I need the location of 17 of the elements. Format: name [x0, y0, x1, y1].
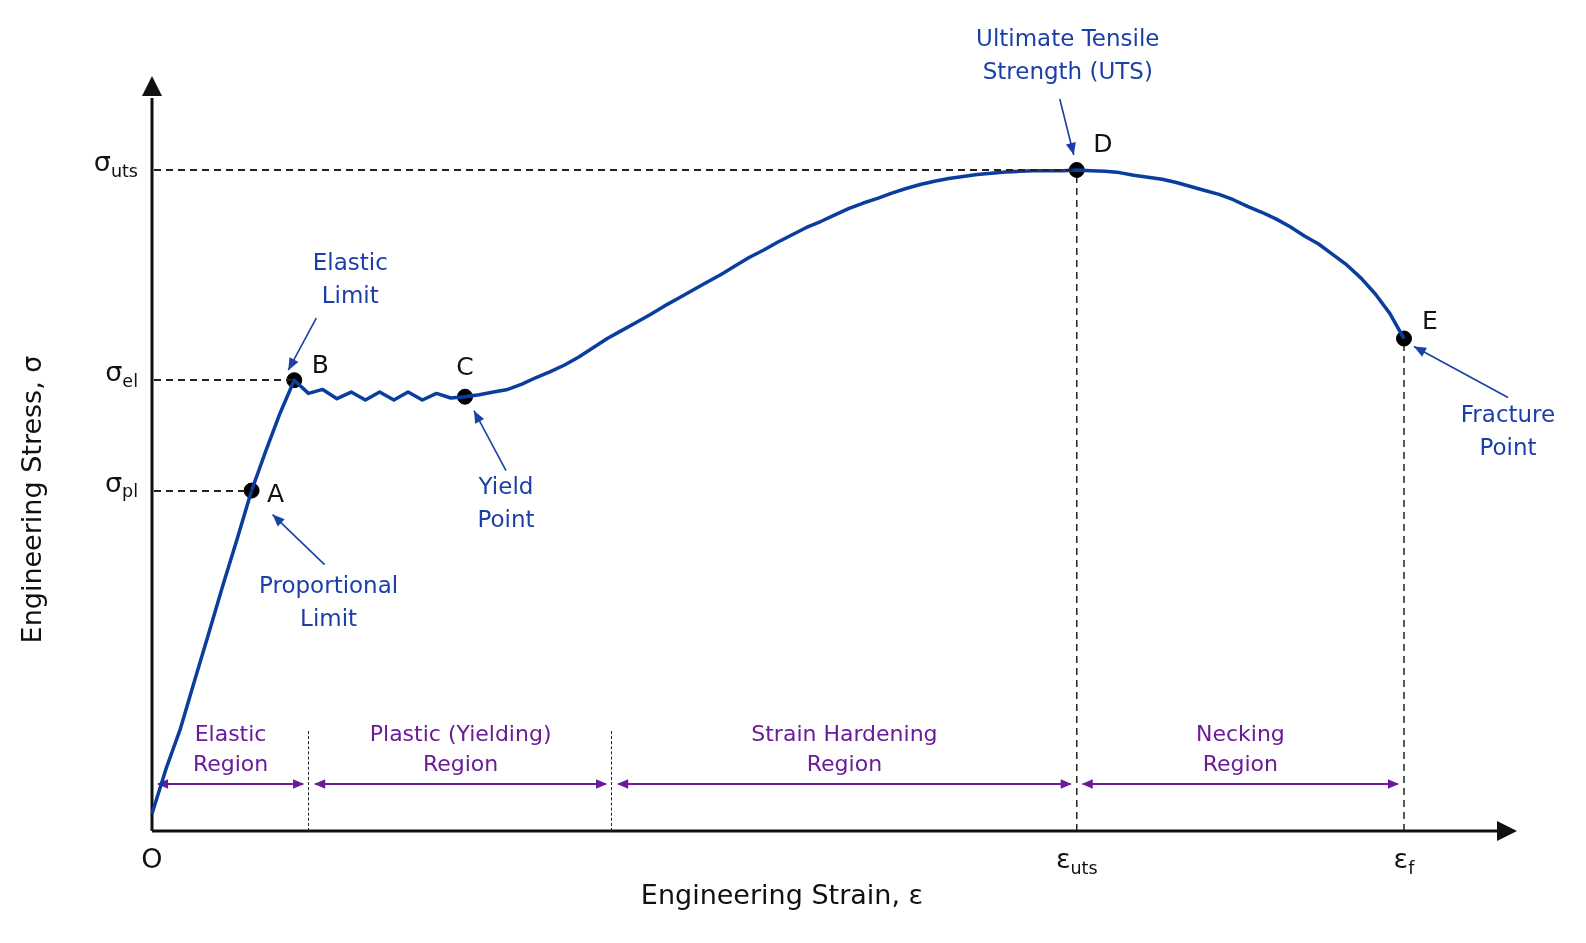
annotation: Necking Region: [1195, 720, 1285, 776]
annotation: Elastic Region: [192, 720, 269, 776]
annotation: Plastic (Yielding) Region: [369, 720, 552, 776]
annotation: Elastic Limit: [312, 249, 388, 309]
x-tick-label: O: [141, 843, 163, 875]
y-axis-title: Engineering Stress, σ: [16, 355, 48, 644]
annotation: A: [267, 479, 285, 509]
x-axis-title: Engineering Strain, ε: [640, 879, 924, 911]
annotation: C: [456, 352, 474, 382]
annotation: B: [311, 349, 329, 379]
text: Fracture Point: [1460, 401, 1556, 461]
text: Ultimate Tensile Strength (UTS): [976, 24, 1160, 84]
annotation: Yield Point: [477, 472, 535, 532]
text: D: [1093, 129, 1113, 159]
annotation: Proportional Limit: [259, 571, 399, 631]
text: E: [1422, 306, 1438, 336]
annotation: Strain Hardening Region: [751, 720, 938, 776]
